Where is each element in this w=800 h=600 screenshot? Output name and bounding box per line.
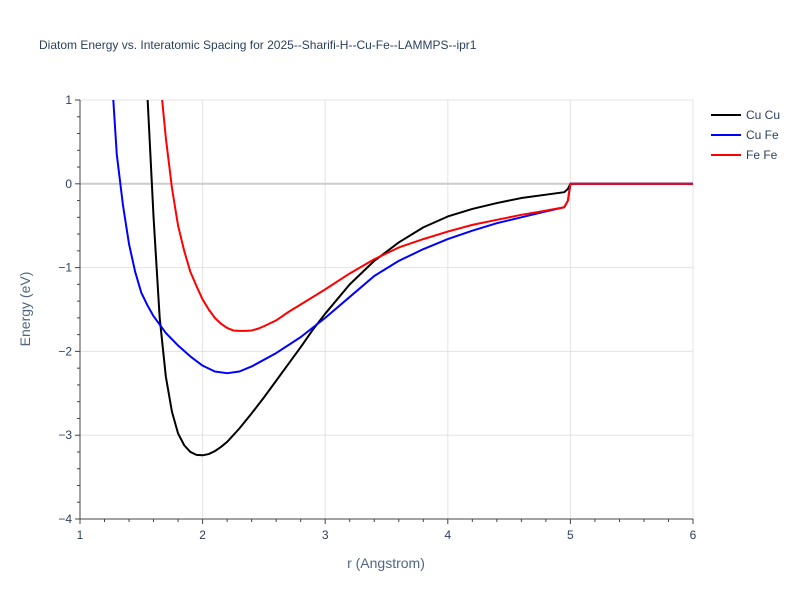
legend-label-fe-fe: Fe Fe — [746, 148, 778, 162]
y-tick-label: −4 — [58, 512, 72, 526]
y-tick-label: −3 — [58, 428, 72, 442]
x-tick-label: 5 — [567, 528, 574, 542]
series-line-cu-cu — [146, 100, 693, 457]
series-line-cu-fe — [112, 100, 693, 375]
y-axis-ticks: 1 0 −1 −2 −3 −4 — [58, 93, 80, 526]
x-tick-label: 3 — [322, 528, 329, 542]
legend-label-cu-fe: Cu Fe — [746, 128, 779, 142]
x-tick-label: 2 — [199, 528, 206, 542]
gridlines — [80, 99, 694, 519]
y-tick-label: −1 — [58, 261, 72, 275]
x-tick-label: 1 — [77, 528, 84, 542]
y-axis-title: Energy (eV) — [17, 272, 33, 347]
x-tick-label: 4 — [444, 528, 451, 542]
y-tick-label: −2 — [58, 344, 72, 358]
x-axis-title: r (Angstrom) — [347, 555, 425, 571]
y-tick-label: 0 — [65, 177, 72, 191]
chart-title: Diatom Energy vs. Interatomic Spacing fo… — [39, 38, 477, 52]
series-line-fe-fe — [161, 100, 693, 332]
legend: Cu Cu Cu Fe Fe Fe — [711, 108, 780, 162]
series-lines — [112, 100, 693, 457]
x-axis-ticks: 1 2 3 4 5 6 — [77, 519, 697, 542]
legend-label-cu-cu: Cu Cu — [746, 108, 780, 122]
axis-lines — [79, 100, 693, 520]
x-tick-label: 6 — [690, 528, 697, 542]
y-tick-label: 1 — [65, 93, 72, 107]
